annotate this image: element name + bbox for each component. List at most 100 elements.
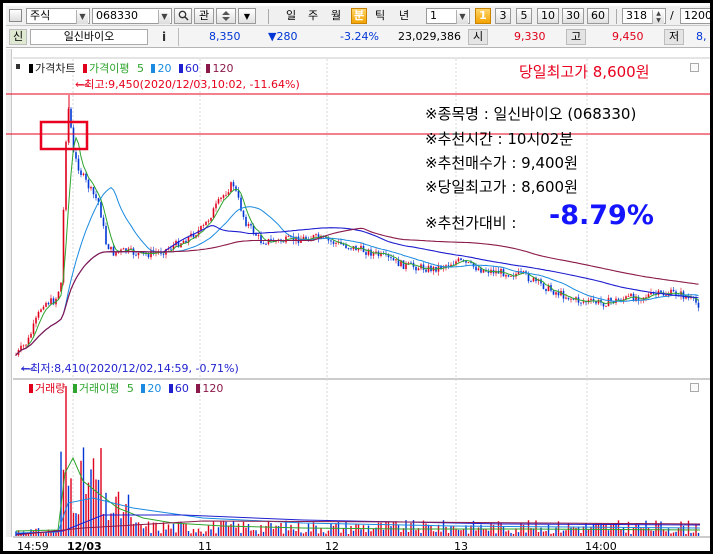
chevron-down-icon[interactable]: ▼ xyxy=(456,10,468,24)
period-tick[interactable]: 틱 xyxy=(375,9,386,22)
candle-body xyxy=(450,264,452,267)
quick-interval-3[interactable]: 3 xyxy=(495,8,511,24)
search-button[interactable] xyxy=(174,8,192,24)
candle-body xyxy=(597,300,600,304)
candle-body xyxy=(315,234,317,236)
volume-bar xyxy=(652,530,655,536)
candle-body xyxy=(670,289,672,295)
volume-bar xyxy=(555,527,557,536)
volume-bar xyxy=(367,525,370,536)
stock-code-input[interactable]: 068330 ▼ xyxy=(92,8,172,24)
quick-interval-5[interactable]: 5 xyxy=(516,8,532,24)
volume-bar xyxy=(197,528,200,536)
interval-select[interactable]: 1 ▼ xyxy=(426,8,470,24)
candle-body xyxy=(470,262,472,263)
info-recommend-price: ※추천매수가 : 9,400원 xyxy=(425,154,578,172)
price-panel-close-icon[interactable] xyxy=(690,63,699,72)
quick-interval-60[interactable]: 60 xyxy=(587,8,609,24)
volume-bar xyxy=(510,532,512,536)
period-month[interactable]: 월 xyxy=(331,9,342,22)
volume-bar xyxy=(210,529,212,536)
volume-bar xyxy=(460,530,462,536)
chevron-down-icon[interactable]: ▼ xyxy=(76,10,88,24)
period-year[interactable]: 년 xyxy=(399,9,410,22)
info-icon[interactable]: i xyxy=(162,30,167,44)
candle-body xyxy=(122,248,125,250)
volume-bar xyxy=(85,493,87,536)
volume-bar xyxy=(335,523,337,536)
volume-bar xyxy=(262,531,265,536)
volume-bar xyxy=(680,521,682,536)
quick-interval-30[interactable]: 30 xyxy=(562,8,584,24)
candle-body xyxy=(325,236,327,238)
volume-bar xyxy=(285,520,287,536)
candle-body xyxy=(327,237,330,241)
legend-ma5: 5 xyxy=(136,62,144,75)
volume-bar xyxy=(110,513,112,536)
volume-bar xyxy=(482,528,485,536)
volume-bar xyxy=(340,532,342,536)
candle-body xyxy=(660,290,662,293)
volume-bar xyxy=(697,532,700,536)
volume-bar xyxy=(315,525,317,536)
candle-body xyxy=(135,254,137,256)
candle-body xyxy=(117,251,120,253)
stock-name: 일신바이오 xyxy=(63,30,115,43)
volume-bar xyxy=(190,533,192,536)
volume-bar xyxy=(180,521,182,536)
candle-body xyxy=(482,269,485,273)
volume-bar xyxy=(580,532,582,536)
min-price-annotation: ←최저:8,410(2020/12/02,14:59, -0.71%) xyxy=(21,362,239,375)
volume-bar xyxy=(540,527,542,536)
candle-body xyxy=(425,269,427,272)
quick-interval-10[interactable]: 10 xyxy=(537,8,559,24)
volume-bar xyxy=(157,530,160,536)
volume-panel-close-icon[interactable] xyxy=(690,383,699,392)
legend-volume-swatch xyxy=(29,384,33,393)
volume-bar xyxy=(177,521,180,536)
x-label-12: 12 xyxy=(325,540,339,553)
candle-body xyxy=(335,242,337,244)
volume-bar xyxy=(82,447,85,536)
candle-body xyxy=(427,265,430,272)
market-select[interactable]: 주식 ▼ xyxy=(26,8,90,24)
width-input[interactable]: 1200 xyxy=(680,8,710,24)
volume-bar xyxy=(530,528,532,536)
volume-bar xyxy=(245,527,247,536)
count-stepper[interactable]: 318 ▲ ▼ xyxy=(622,8,666,24)
stock-name-field[interactable]: 일신바이오 xyxy=(30,29,148,45)
volume-bar xyxy=(557,521,560,536)
candle-body xyxy=(457,258,460,262)
candle-body xyxy=(107,244,110,250)
volume-bar xyxy=(457,529,460,536)
period-week[interactable]: 주 xyxy=(308,9,319,22)
volume-bar xyxy=(325,533,327,536)
vma5-line xyxy=(15,456,701,532)
period-minute[interactable]: 분 xyxy=(351,8,367,24)
candle-body xyxy=(547,285,550,292)
period-day[interactable]: 일 xyxy=(286,9,297,22)
volume-bar xyxy=(370,531,372,536)
volume-bar xyxy=(347,533,350,536)
x-label-13: 13 xyxy=(454,540,468,553)
updown-icon[interactable]: ▲ ▼ xyxy=(652,10,664,24)
option-dropdown-button[interactable]: ▼ xyxy=(238,8,256,24)
candle-body xyxy=(390,257,392,259)
volume-bar xyxy=(40,532,42,536)
candle-body xyxy=(360,245,362,250)
legend-ma120-swatch xyxy=(206,64,211,73)
credit-badge: 신 xyxy=(9,29,27,45)
volume-bar xyxy=(450,526,452,536)
quick-interval-1[interactable]: 1 xyxy=(475,8,491,24)
candle-body xyxy=(590,298,592,301)
watchlist-button[interactable]: 관 xyxy=(194,8,214,24)
volume-bar xyxy=(562,530,565,536)
chevron-down-icon[interactable]: ▼ xyxy=(158,10,170,24)
candle-body xyxy=(595,301,597,304)
volume-bar xyxy=(485,529,487,536)
up-down-stepper[interactable] xyxy=(216,8,236,24)
high-value: 9,450 xyxy=(612,30,644,43)
home-icon[interactable] xyxy=(9,9,22,22)
candle-body xyxy=(312,235,315,239)
volume-bar xyxy=(80,460,82,536)
